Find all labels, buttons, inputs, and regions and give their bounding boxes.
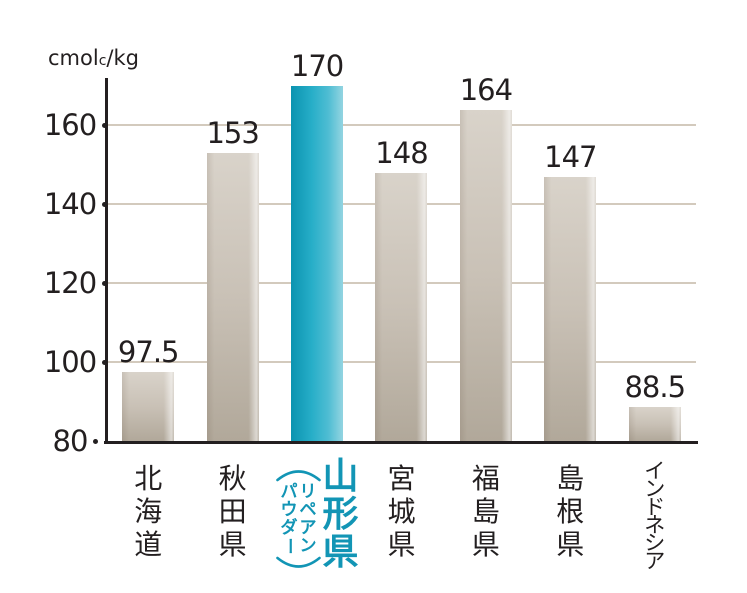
vertical-char: ダ — [280, 518, 298, 538]
tick-dot-icon — [102, 201, 108, 207]
y-tick-label: 120 — [43, 266, 97, 301]
y-axis-line — [105, 78, 108, 444]
vertical-char: シ — [644, 531, 666, 555]
vertical-char: ー — [279, 537, 300, 555]
vertical-char: 山 — [322, 456, 359, 497]
bar-highlighted: 170 — [291, 51, 344, 441]
vertical-char: ネ — [644, 513, 666, 537]
vertical-char: 海 — [134, 495, 163, 528]
vertical-char: 形 — [322, 494, 359, 535]
vertical-char: 田 — [218, 495, 247, 528]
sub-label-columns: リペアンパウダー — [279, 482, 318, 555]
y-tick: 100 — [28, 345, 123, 380]
vertical-char: 根 — [556, 495, 585, 528]
vertical-char: 城 — [387, 495, 416, 528]
sub-label-bracket-group: リペアンパウダー — [276, 469, 322, 569]
vertical-char: 北 — [134, 462, 163, 495]
vertical-char: ド — [644, 495, 666, 519]
bar-value-label: 153 — [206, 115, 259, 150]
y-tick: 140 — [28, 187, 123, 222]
vertical-char: 宮 — [387, 462, 416, 495]
gridline — [107, 124, 696, 127]
bar: 164 — [460, 75, 513, 441]
vertical-char: ア — [299, 518, 317, 538]
tick-dot-icon — [102, 122, 108, 128]
bar-group: 97.5 北海道 — [106, 78, 190, 561]
vertical-char: イ — [644, 459, 666, 483]
bar: 88.5 — [624, 373, 686, 441]
vertical-char: リ — [299, 482, 317, 502]
bar-value-label: 148 — [375, 135, 428, 170]
vertical-char: ウ — [280, 500, 298, 520]
y-tick-label: 160 — [43, 108, 97, 143]
x-axis-label: 秋田県 — [219, 462, 247, 561]
x-axis-label: 北海道 — [134, 462, 162, 561]
vertical-char: 島 — [471, 495, 500, 528]
vertical-paren-open-icon — [276, 470, 321, 482]
bar-group: 164 福島県 — [444, 75, 528, 561]
y-tick: 120 — [28, 266, 123, 301]
y-tick: 80 — [28, 424, 123, 458]
vertical-char: 県 — [218, 528, 247, 561]
bars-row: 97.5 北海道 153 秋田県 170 リペアンパウダー山形県 148 宮城県 164 福島県 1… — [106, 51, 697, 572]
bar: 153 — [206, 118, 260, 441]
tick-dot-icon — [102, 280, 108, 286]
tick-dot-icon — [102, 359, 108, 365]
vertical-char: ア — [644, 549, 666, 573]
bar-group: 148 宮城県 — [359, 78, 443, 561]
tick-dot-icon — [93, 438, 99, 444]
bar-group: 88.5 インドネシア — [613, 78, 697, 572]
bar: 148 — [375, 138, 429, 441]
vertical-char: ペ — [299, 500, 317, 520]
bar-group: 170 リペアンパウダー山形県 — [275, 51, 359, 572]
vertical-char: 福 — [471, 462, 500, 495]
plot-area: 97.5 北海道 153 秋田県 170 リペアンパウダー山形県 148 宮城県 164 福島県 1… — [106, 51, 697, 572]
x-axis-label-highlight: リペアンパウダー山形県 — [276, 458, 359, 572]
vertical-char: 道 — [134, 528, 163, 561]
bar-group: 153 秋田県 — [190, 78, 274, 561]
unit-main: cmol — [48, 46, 99, 70]
bar-value-label: 88.5 — [624, 370, 686, 405]
bar-value-label: 164 — [459, 72, 513, 107]
y-axis-unit-label: cmolc/kg — [48, 46, 139, 70]
x-axis-label: 福島県 — [472, 462, 500, 561]
vertical-char: 県 — [387, 528, 416, 561]
vertical-char: 県 — [322, 532, 359, 573]
vertical-char: パ — [280, 482, 298, 502]
y-tick-label: 100 — [43, 345, 97, 380]
vertical-char: 県 — [556, 528, 585, 561]
bar-value-label: 147 — [544, 139, 597, 174]
bar-value-label: 97.5 — [117, 334, 180, 369]
vertical-char: 県 — [471, 528, 500, 561]
vertical-char: 秋 — [218, 462, 247, 495]
bar-value-label: 170 — [290, 48, 344, 83]
vertical-char: ン — [644, 477, 666, 501]
vertical-paren-close-icon — [276, 556, 321, 568]
x-axis-label: 宮城県 — [387, 462, 415, 561]
y-tick: 160 — [28, 108, 123, 143]
bar: 97.5 — [118, 337, 179, 441]
bar: 147 — [544, 142, 597, 441]
x-axis-label: インドネシア — [644, 459, 666, 573]
bar-group: 147 島根県 — [528, 78, 612, 561]
x-axis-label: 島根県 — [556, 462, 584, 561]
vertical-char: 島 — [556, 462, 585, 495]
vertical-char: ン — [299, 536, 317, 556]
y-tick-label: 80 — [52, 424, 89, 458]
unit-rest: /kg — [106, 46, 139, 70]
sub-label-column: パウダー — [279, 482, 300, 555]
x-axis-line — [104, 441, 698, 444]
unit-subscript: c — [98, 53, 107, 69]
sub-label-column: リペアン — [299, 483, 318, 555]
y-tick-label: 140 — [43, 187, 97, 222]
x-axis-label-main: 山形県 — [323, 458, 359, 572]
